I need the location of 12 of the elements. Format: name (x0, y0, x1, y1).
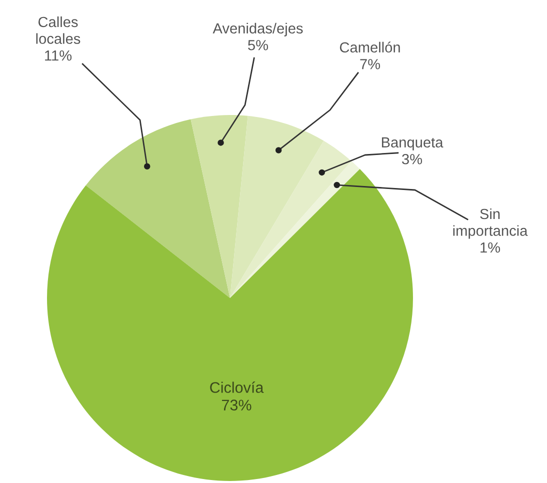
slice-label: Sin importancia (453, 208, 528, 239)
slice-label: Camellón (340, 42, 400, 53)
data-label: 73% (222, 400, 252, 410)
data-label: 11% (45, 50, 72, 61)
data-label: 7% (360, 59, 380, 70)
data-label: 3% (402, 154, 422, 164)
slice-label: Avenidas/ejes (212, 22, 303, 36)
data-label: 5% (248, 40, 268, 50)
slice-label: Banqueta (382, 137, 444, 150)
slice-label: Ciclovía (210, 382, 264, 393)
slice-label: Calles locales (36, 16, 80, 44)
data-label: 1% (480, 242, 500, 253)
